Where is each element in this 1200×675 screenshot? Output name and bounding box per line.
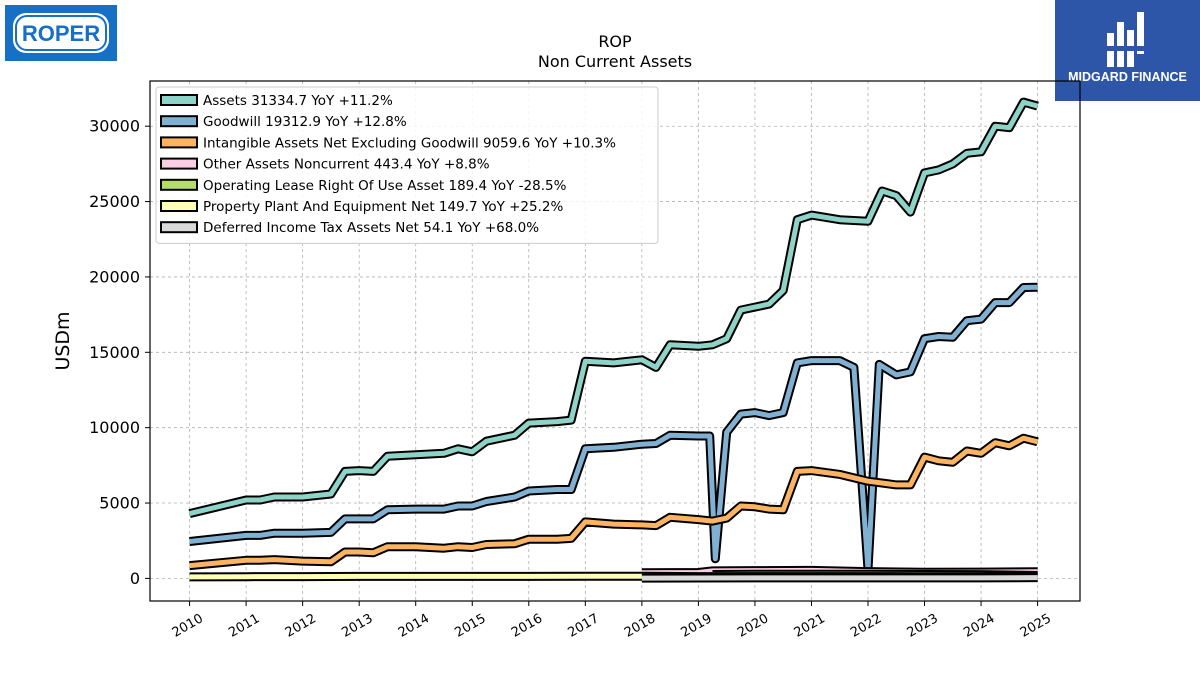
y-tick-label: 30000 <box>89 117 140 136</box>
series-outline <box>189 433 1039 571</box>
legend-entry: Intangible Assets Net Excluding Goodwill… <box>160 135 616 151</box>
grid <box>150 81 1080 601</box>
legend-label: Intangible Assets Net Excluding Goodwill… <box>203 135 616 151</box>
chart-title: ROP <box>598 32 632 51</box>
legend-label: Property Plant And Equipment Net 149.7 Y… <box>203 199 563 215</box>
x-tick-label: 2017 <box>565 611 601 641</box>
legend-label: Deferred Income Tax Assets Net 54.1 YoY … <box>203 220 539 236</box>
y-tick-label: 5000 <box>99 494 140 513</box>
x-tick-label: 2016 <box>509 611 545 641</box>
y-tick-label: 10000 <box>89 418 140 437</box>
x-tick-label: 2024 <box>961 611 997 641</box>
y-tick-label: 20000 <box>89 267 140 286</box>
series-line <box>641 575 1038 581</box>
series-line <box>189 435 1039 569</box>
legend-label: Assets 31334.7 YoY +11.2% <box>203 93 393 109</box>
midgard-logo-text: MIDGARD FINANCE <box>1068 70 1187 84</box>
legend-entry: Assets 31334.7 YoY +11.2% <box>160 93 393 109</box>
series-assets <box>188 97 1039 518</box>
legend-swatch <box>160 94 198 106</box>
roper-logo: ROPER <box>5 5 117 61</box>
x-tick-label: 2020 <box>735 611 771 641</box>
series-line <box>189 284 1038 572</box>
x-tick-label: 2025 <box>1018 611 1054 641</box>
y-axis-label: USDm <box>52 311 74 370</box>
midgard-finance-logo: MIDGARD FINANCE <box>1055 0 1200 101</box>
roper-logo-plate <box>13 13 109 53</box>
legend-entry: Property Plant And Equipment Net 149.7 Y… <box>160 199 563 215</box>
legend-label: Operating Lease Right Of Use Asset 189.4… <box>203 178 567 194</box>
legend-swatch <box>160 115 198 128</box>
legend: Assets 31334.7 YoY +11.2% Goodwill 19312.… <box>155 86 659 244</box>
series-layer <box>188 97 1039 583</box>
legend-swatch <box>160 136 198 149</box>
x-tick-label: 2014 <box>396 611 432 641</box>
x-tick-label: 2011 <box>226 611 262 641</box>
legend-swatch <box>160 157 198 170</box>
plot-frame <box>149 80 1081 602</box>
legend-entry: Other Assets Noncurrent 443.4 YoY +8.8% <box>160 157 490 173</box>
legend-label: Goodwill 19312.9 YoY +12.8% <box>203 114 407 130</box>
y-tick-label: 0 <box>130 569 140 588</box>
legend-label: Other Assets Noncurrent 443.4 YoY +8.8% <box>203 157 490 173</box>
series-deferred-income-tax-assets-net <box>641 573 1038 583</box>
legend-entry: Goodwill 19312.9 YoY +12.8% <box>160 114 407 130</box>
x-tick-label: 2023 <box>905 611 941 641</box>
legend-entry: Deferred Income Tax Assets Net 54.1 YoY … <box>160 220 539 236</box>
x-tick-label: 2012 <box>283 611 319 641</box>
legend-swatch <box>160 178 198 191</box>
series-intangible-assets-net-excluding-goodwill <box>189 433 1039 571</box>
midgard-emblem-icon <box>1107 12 1144 67</box>
x-tick-label: 2010 <box>170 611 206 641</box>
x-axis: 2010 2011 2012 2013 2014 2015 2016 2017 2018 2019… <box>170 601 1054 641</box>
x-tick-label: 2019 <box>679 611 715 641</box>
y-tick-label: 25000 <box>89 192 140 211</box>
x-tick-label: 2015 <box>452 611 488 641</box>
roper-logo-text: ROPER <box>22 21 100 46</box>
y-tick-label: 15000 <box>89 343 140 362</box>
y-axis: 0 5000 10000 15000 20000 25000 30000 <box>89 117 150 588</box>
legend-box <box>155 86 659 244</box>
legend-entry: Operating Lease Right Of Use Asset 189.4… <box>160 178 567 194</box>
legend-swatch <box>160 200 198 212</box>
roper-logo-inner-ring <box>15 15 107 51</box>
x-tick-label: 2013 <box>339 611 375 641</box>
legend-swatch <box>160 221 198 234</box>
x-tick-label: 2018 <box>622 611 658 641</box>
x-tick-label: 2021 <box>792 611 828 641</box>
x-tick-label: 2022 <box>848 611 884 641</box>
chart-subtitle: Non Current Assets <box>538 52 692 71</box>
series-line <box>189 99 1039 517</box>
series-goodwill <box>189 282 1038 574</box>
